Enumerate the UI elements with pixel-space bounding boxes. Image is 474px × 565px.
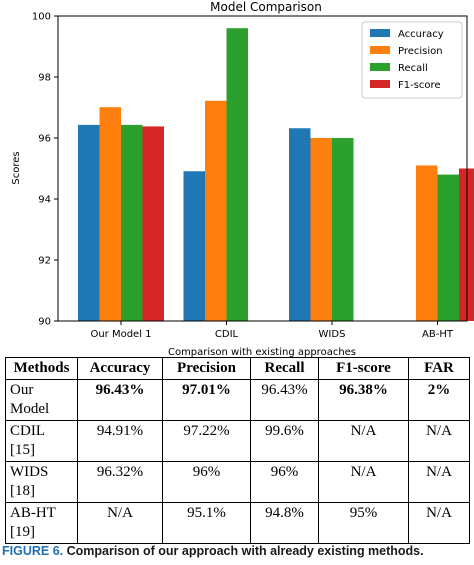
chart-title: Model Comparison: [210, 0, 322, 14]
value-cell: N/A: [318, 420, 409, 462]
bar: [78, 124, 100, 321]
header-far: FAR: [408, 357, 470, 380]
value-cell: 96%: [162, 461, 251, 503]
table-row: WIDS [18] 96.32% 96% 96% N/A N/A: [5, 461, 470, 503]
value-cell: N/A: [77, 502, 163, 544]
y-tick-label: 90: [38, 317, 51, 328]
header-methods: Methods: [5, 357, 78, 380]
value-cell: 95%: [318, 502, 409, 544]
value-cell: 95.1%: [162, 502, 251, 544]
legend-label: F1-score: [398, 80, 441, 91]
x-tick-label: CDIL: [215, 329, 239, 340]
method-cell: WIDS [18]: [5, 461, 78, 503]
x-axis-label: Comparison with existing approaches: [168, 347, 356, 357]
header-accuracy: Accuracy: [77, 357, 163, 380]
legend-swatch: [370, 63, 390, 71]
value-cell: 94.8%: [250, 502, 319, 544]
bar: [99, 107, 121, 321]
header-f1-score: F1-score: [318, 357, 409, 380]
y-tick-label: 96: [38, 134, 51, 145]
value-cell: N/A: [318, 461, 409, 503]
y-axis: 90 92 94 96 98 100: [32, 12, 58, 328]
legend: Accuracy Precision Recall F1-score: [361, 21, 463, 99]
x-tick-label: Our Model 1: [90, 329, 151, 340]
header-precision: Precision: [162, 357, 251, 380]
method-cell: Our Model: [5, 379, 78, 421]
table-row: Our Model 96.43% 97.01% 96.43% 96.38% 2%: [5, 379, 470, 421]
value-cell: 99.6%: [250, 420, 319, 462]
plot-frame: [57, 15, 468, 322]
table-header-row: Methods Accuracy Precision Recall F1-sco…: [5, 357, 470, 380]
figure-caption-text: Comparison of our approach with already …: [66, 544, 424, 558]
legend-swatch: [370, 80, 390, 88]
value-cell: N/A: [408, 420, 470, 462]
bars-layer: [78, 28, 474, 321]
legend-swatch: [370, 29, 390, 37]
bar: [437, 174, 459, 321]
value-cell: 96%: [250, 461, 319, 503]
method-cell: CDIL [15]: [5, 420, 78, 462]
legend-label: Accuracy: [398, 29, 444, 40]
comparison-table: Methods Accuracy Precision Recall F1-sco…: [5, 357, 470, 544]
figure-label: FIGURE 6.: [2, 544, 64, 558]
bar: [142, 126, 164, 321]
legend-label: Precision: [398, 46, 443, 57]
value-cell: 96.43%: [77, 379, 163, 421]
legend-label: Recall: [398, 63, 428, 74]
y-tick-label: 92: [38, 256, 51, 267]
value-cell: N/A: [408, 502, 470, 544]
bar: [416, 165, 438, 321]
table-row: AB-HT [19] N/A 95.1% 94.8% 95% N/A: [5, 502, 470, 544]
bar: [121, 124, 143, 321]
bar: [226, 28, 248, 321]
value-cell: 97.22%: [162, 420, 251, 462]
value-cell: 96.32%: [77, 461, 163, 503]
value-cell: 2%: [408, 379, 470, 421]
y-axis-label: Scores: [11, 151, 22, 184]
value-cell: 96.43%: [250, 379, 319, 421]
bar: [332, 138, 354, 321]
x-tick-label: WIDS: [319, 329, 346, 340]
value-cell: 94.91%: [77, 420, 163, 462]
legend-swatch: [370, 46, 390, 54]
table-row: CDIL [15] 94.91% 97.22% 99.6% N/A N/A: [5, 420, 470, 462]
value-cell: 96.38%: [318, 379, 409, 421]
figure-caption: FIGURE 6. Comparison of our approach wit…: [2, 544, 472, 558]
x-tick-label: AB-HT: [422, 329, 454, 340]
header-recall: Recall: [250, 357, 319, 380]
bar-chart: Model Comparison 90 92 94 96 98 100 Our Model…: [11, 0, 474, 357]
method-cell: AB-HT [19]: [5, 502, 78, 544]
legend-box: [361, 21, 463, 99]
y-tick-label: 98: [38, 73, 51, 84]
bar: [310, 138, 332, 321]
y-tick-label: 94: [38, 195, 51, 206]
x-axis: Our Model 1 CDIL WIDS AB-HT: [90, 321, 454, 340]
bar: [289, 128, 311, 321]
bar: [205, 100, 227, 321]
bar: [183, 171, 205, 321]
y-tick-label: 100: [32, 12, 51, 23]
value-cell: 97.01%: [162, 379, 251, 421]
value-cell: N/A: [408, 461, 470, 503]
